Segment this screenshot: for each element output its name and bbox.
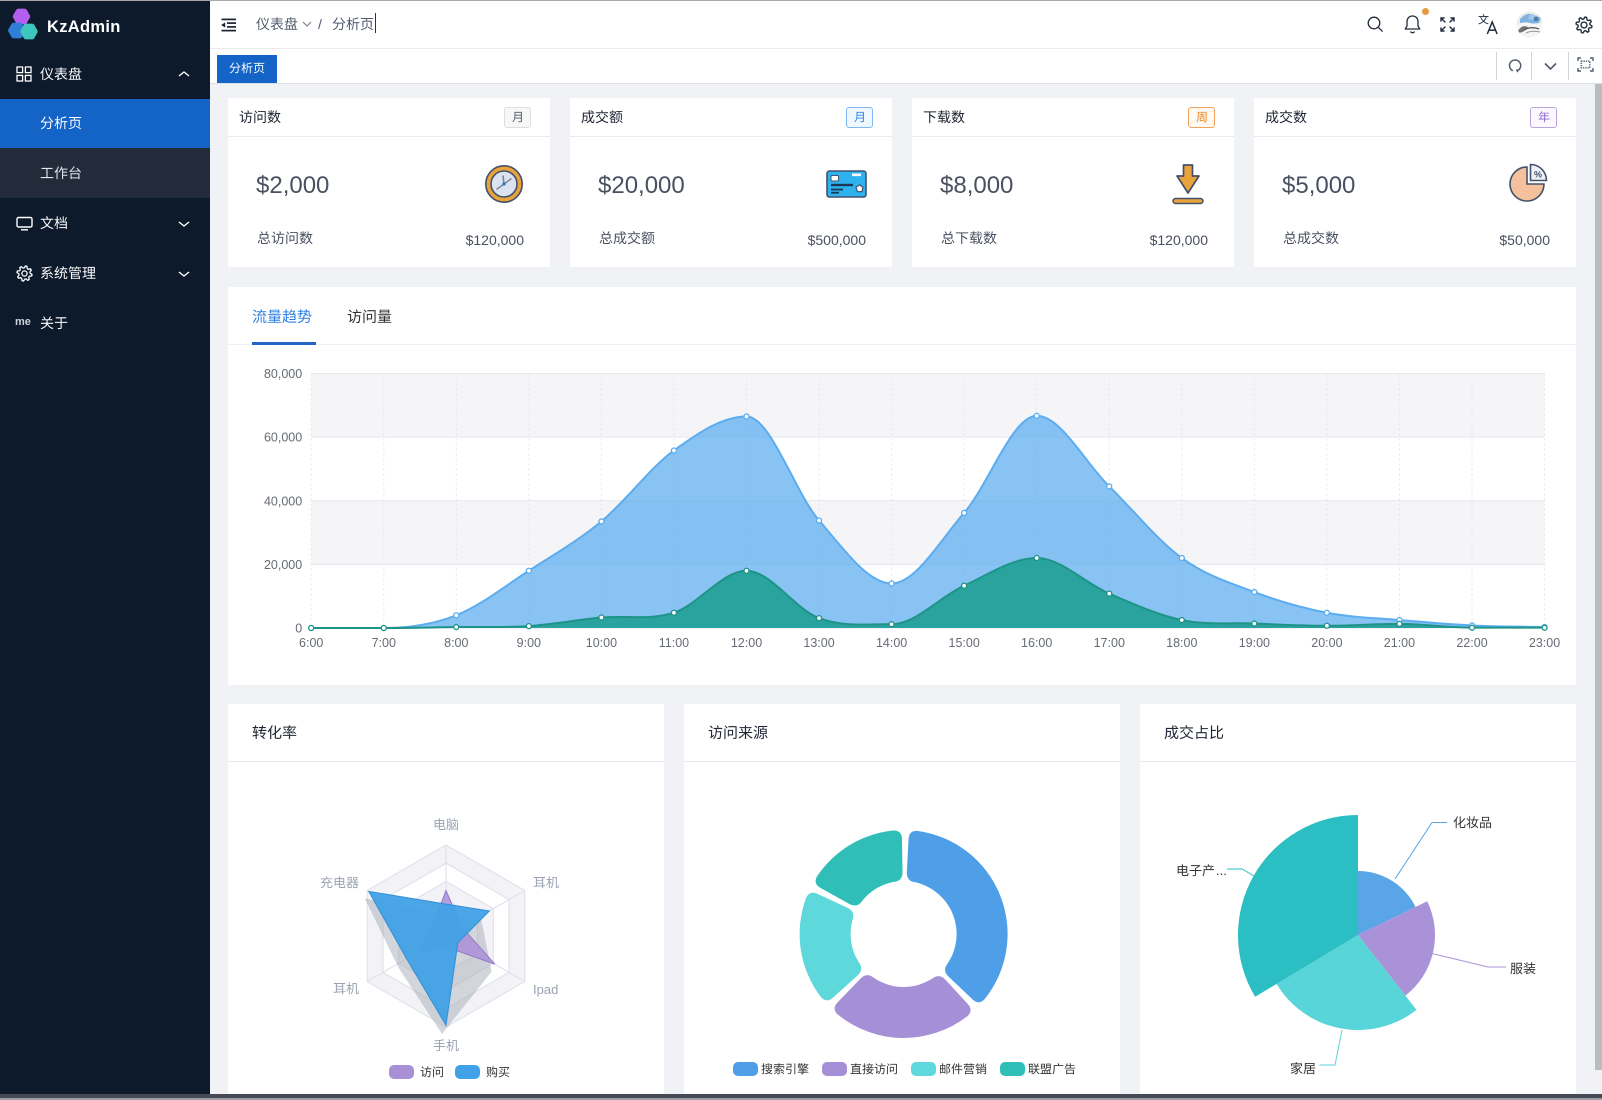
svg-text:%: % [1534, 170, 1542, 180]
svg-text:40,000: 40,000 [264, 494, 302, 508]
svg-text:17:00: 17:00 [1094, 636, 1125, 650]
svg-text:21:00: 21:00 [1384, 636, 1415, 650]
svg-text:20,000: 20,000 [264, 558, 302, 572]
svg-text:19:00: 19:00 [1239, 636, 1270, 650]
svg-text:13:00: 13:00 [803, 636, 834, 650]
svg-text:10:00: 10:00 [586, 636, 617, 650]
svg-text:18:00: 18:00 [1166, 636, 1197, 650]
svg-text:6:00: 6:00 [299, 636, 323, 650]
svg-text:80,000: 80,000 [264, 367, 302, 381]
svg-text:8:00: 8:00 [444, 636, 468, 650]
svg-text:7:00: 7:00 [372, 636, 396, 650]
svg-text:14:00: 14:00 [876, 636, 907, 650]
svg-text:15:00: 15:00 [949, 636, 980, 650]
svg-text:22:00: 22:00 [1456, 636, 1487, 650]
svg-text:11:00: 11:00 [659, 636, 689, 650]
svg-text:23:00: 23:00 [1529, 636, 1560, 650]
svg-text:...: ... [1216, 863, 1227, 878]
svg-text:0: 0 [295, 622, 302, 636]
svg-text:16:00: 16:00 [1021, 636, 1052, 650]
svg-text:60,000: 60,000 [264, 431, 302, 445]
svg-text:12:00: 12:00 [731, 636, 762, 650]
svg-text:20:00: 20:00 [1311, 636, 1342, 650]
svg-text:9:00: 9:00 [517, 636, 541, 650]
